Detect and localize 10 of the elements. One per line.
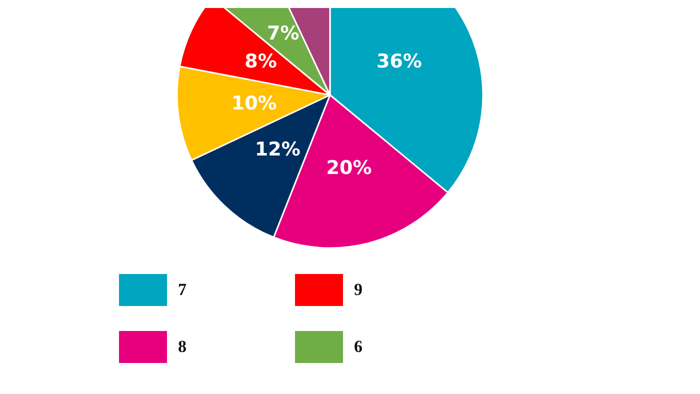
data-label: 10% bbox=[231, 92, 277, 115]
legend-label: 7 bbox=[178, 280, 186, 300]
data-label: 7% bbox=[266, 22, 300, 44]
data-label: 12% bbox=[254, 138, 300, 161]
legend-label: 9 bbox=[354, 280, 362, 300]
data-label: 36% bbox=[376, 50, 422, 72]
data-label: 20% bbox=[326, 157, 372, 180]
legend-label: 6 bbox=[354, 337, 362, 357]
data-label: 8% bbox=[244, 50, 277, 72]
legend-label: 8 bbox=[178, 337, 186, 357]
